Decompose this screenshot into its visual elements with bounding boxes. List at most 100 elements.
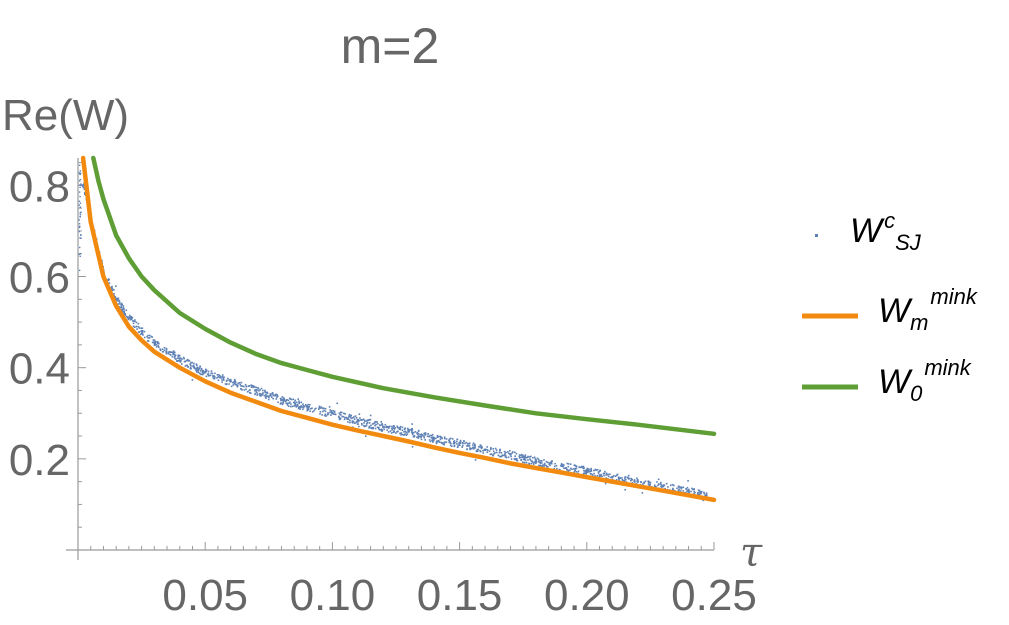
scatter-point (663, 484, 666, 487)
x-tick-label: 0.20 (544, 571, 630, 620)
scatter-point (422, 434, 424, 436)
scatter-point (583, 466, 585, 469)
scatter-point (190, 365, 192, 367)
scatter-point (250, 386, 253, 388)
scatter-point (301, 406, 304, 408)
chart-title: m=2 (341, 18, 440, 74)
scatter-point (504, 452, 506, 455)
scatter-point (550, 461, 552, 464)
scatter-point (457, 444, 459, 447)
scatter-point (679, 490, 682, 492)
scatter-point (351, 420, 354, 422)
scatter-point (377, 422, 379, 425)
scatter-point (120, 305, 123, 307)
scatter-point (260, 387, 263, 390)
scatter-point (644, 480, 647, 483)
scatter-point (589, 470, 591, 473)
scatter-point (358, 425, 360, 428)
scatter-point (540, 459, 542, 462)
scatter-point (362, 418, 365, 421)
scatter-point (441, 437, 443, 440)
scatter-point (521, 456, 524, 459)
scatter-point (505, 451, 507, 454)
scatter-point (538, 461, 540, 463)
scatter-point (213, 375, 216, 378)
scatter-point (214, 372, 216, 375)
scatter-point (605, 474, 607, 476)
scatter-point (482, 449, 484, 452)
scatter-point (432, 437, 434, 440)
scatter-point (116, 297, 119, 300)
scatter-point (407, 429, 409, 432)
scatter-point (539, 462, 542, 464)
scatter-point (470, 447, 473, 450)
scatter-point (392, 425, 395, 427)
scatter-point (218, 374, 221, 377)
scatter-point (290, 403, 292, 405)
scatter-point (323, 414, 326, 417)
scatter-point (116, 299, 118, 301)
scatter-point (343, 412, 345, 415)
scatter-point (416, 436, 419, 439)
scatter-point (499, 455, 502, 458)
scatter-point (429, 434, 432, 437)
scatter-point (321, 414, 323, 416)
scatter-point (326, 413, 329, 416)
scatter-point (496, 451, 498, 454)
scatter-point (440, 442, 443, 444)
scatter-point (287, 405, 290, 407)
scatter-point (173, 351, 175, 354)
scatter-point (190, 367, 192, 370)
scatter-point (80, 183, 82, 185)
scatter-point (385, 426, 387, 429)
scatter-point (191, 379, 194, 381)
scatter-point (567, 465, 570, 468)
scatter-point (180, 363, 183, 365)
scatter-point (147, 334, 149, 337)
scatter-point (78, 219, 80, 221)
scatter-point (624, 477, 626, 480)
scatter-point (564, 467, 567, 470)
scatter-point (183, 357, 185, 360)
scatter-point (596, 474, 599, 477)
scatter-point (229, 378, 232, 381)
scatter-point (643, 481, 645, 484)
scatter-point (347, 421, 349, 423)
scatter-point (357, 421, 359, 423)
scatter-point (450, 442, 452, 445)
scatter-point (155, 346, 158, 348)
scatter-point (147, 340, 150, 342)
scatter-point (159, 348, 161, 350)
scatter-point (223, 376, 225, 379)
scatter-point (78, 172, 80, 174)
scatter-point (324, 413, 327, 416)
scatter-point (349, 416, 352, 418)
scatter-point (389, 425, 391, 428)
scatter-point (290, 398, 293, 401)
scatter-point (132, 325, 135, 328)
scatter-point (633, 479, 636, 481)
scatter-point (170, 351, 172, 354)
scatter-point (503, 454, 506, 456)
scatter-point (424, 433, 427, 436)
scatter-point (411, 446, 414, 448)
scatter-point (274, 393, 277, 396)
scatter-point (583, 469, 585, 472)
scatter-point (287, 402, 289, 405)
scatter-point (445, 441, 448, 443)
scatter-point (217, 379, 220, 382)
scatter-point (379, 428, 382, 431)
scatter-point (137, 325, 140, 328)
scatter-point (507, 456, 510, 459)
scatter-point (653, 485, 656, 488)
y-tick-label: 0.8 (9, 162, 70, 211)
scatter-point (120, 303, 122, 306)
scatter-point (605, 477, 608, 479)
scatter-point (243, 385, 245, 388)
scatter-point (259, 394, 261, 397)
scatter-point (347, 418, 350, 421)
scatter-point (700, 490, 703, 493)
scatter-point (84, 193, 86, 195)
scatter-point (338, 412, 341, 415)
scatter-point (276, 396, 278, 398)
